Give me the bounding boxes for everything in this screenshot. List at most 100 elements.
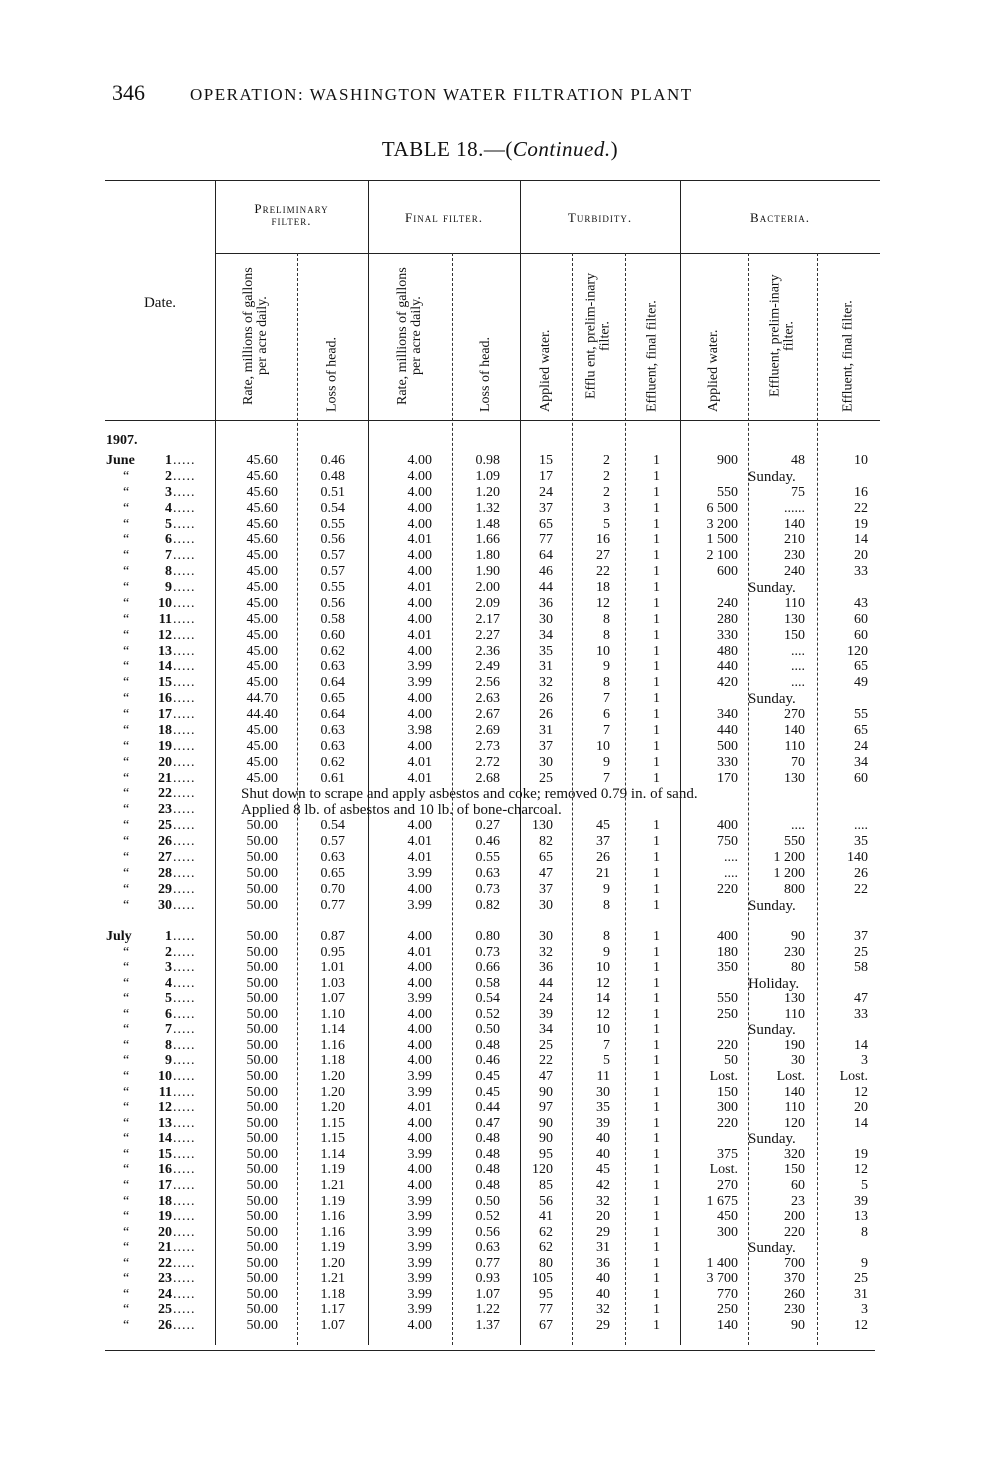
table-cell: 31 [596,1240,610,1256]
table-cell: 39 [539,1006,553,1022]
table-cell: 1.16 [320,1224,346,1240]
table-cell: 0.52 [475,1006,501,1022]
table-cell: 105 [532,1271,553,1287]
table-cell: 0.56 [475,1224,501,1240]
ditto-mark: “ [123,643,130,659]
table-cell: 3 [603,500,610,516]
table-cell: 1 [653,1100,660,1116]
table-cell: 1.20 [320,1100,346,1116]
table-cell: 1.17 [320,1302,346,1318]
table-cell: 1 [653,944,660,960]
table-cell: 4.00 [407,564,433,580]
table-cell: 1 [653,643,660,659]
group-header-rule [215,253,880,254]
table-cell: 16 [854,484,868,500]
day-label: 6 [165,532,172,548]
table-cell: 230 [784,944,805,960]
table-cell: 65 [854,722,868,738]
table-cell: 30 [539,897,553,913]
table-cell: 1.66 [475,532,501,548]
day-label: 25 [158,818,172,834]
table-cell: 0.48 [320,468,346,484]
leader-dots: ..... [173,1193,196,1209]
leader-dots: ..... [173,1318,196,1333]
table-cell: 47 [854,991,868,1007]
day-label: 7 [165,1022,172,1038]
table-cell: 50.00 [246,944,279,960]
ditto-mark: “ [123,595,130,611]
table-cell: 1.22 [475,1302,501,1318]
day-label: 21 [158,770,172,786]
table-cell: 3.99 [407,1069,433,1085]
table-cell: 4.00 [407,453,433,468]
table-cell: 2.69 [475,722,501,738]
table-cell: 35 [539,643,553,659]
leader-dots: ..... [173,944,196,960]
table-cell: 1 [653,627,660,643]
table-cell: 45.00 [246,722,279,738]
leader-dots: ..... [173,1162,196,1178]
table-cell: 4.00 [407,1162,433,1178]
column-divider [452,253,453,1345]
table-cell: 42 [596,1177,610,1193]
table-cell: 34 [539,627,553,643]
table-cell: 2.09 [475,595,501,611]
table-cell: 50.00 [246,1302,279,1318]
table-cell: 140 [784,516,805,532]
ditto-mark: “ [123,786,130,802]
leader-dots: ..... [173,691,196,707]
table-cell: 47 [539,865,553,881]
table-cell: 1.20 [475,484,501,500]
table-cell: 12 [596,975,610,991]
table-cell: 4.00 [407,468,433,484]
table-cell: 10 [596,960,610,976]
ditto-mark: “ [123,1286,130,1302]
table-cell: 4.00 [407,738,433,754]
table-cell: 67 [539,1318,553,1333]
table-cell: 370 [784,1271,805,1287]
table-cell: 2.63 [475,691,501,707]
table-cell: 19 [854,1146,868,1162]
table-cell: 50.00 [246,1271,279,1287]
day-label: 8 [165,1037,172,1053]
ditto-mark: “ [123,1006,130,1022]
ditto-mark: “ [123,738,130,754]
table-cell: 44.40 [246,707,279,723]
table-cell: 36 [596,1255,610,1271]
table-cell: 14 [596,991,610,1007]
table-cell: 4.00 [407,500,433,516]
table-cell: 0.44 [475,1100,501,1116]
table-cell: 4.00 [407,1115,433,1131]
column-header: Rate, millions of gallons per acre daily… [241,267,270,405]
ditto-mark: “ [123,1318,130,1333]
table-cell: 50.00 [246,834,279,850]
table-cell: 350 [717,960,738,976]
table-cell: 4.00 [407,1053,433,1069]
table-cell: 50.00 [246,1053,279,1069]
ditto-mark: “ [123,1084,130,1100]
table-cell: 220 [717,1115,738,1131]
day-label: 26 [158,834,172,850]
table-cell: 50.00 [246,1146,279,1162]
table-cell: 1.37 [475,1318,501,1333]
table-cell: 3 [861,1302,868,1318]
leader-dots: ..... [173,1240,196,1256]
table-cell: 450 [717,1209,738,1225]
table-cell: 250 [717,1302,738,1318]
ditto-mark: “ [123,1037,130,1053]
table-cell: 1.90 [475,564,501,580]
table-cell: 1 [653,659,660,675]
table-cell: 50.00 [246,1177,279,1193]
table-cell: 4.01 [407,532,433,548]
group-header: Preliminary filter. [254,201,329,228]
table-cell: 0.48 [475,1177,501,1193]
table-cell: 500 [717,738,738,754]
table-cell: 7 [603,770,610,786]
table-cell: 50.00 [246,1006,279,1022]
table-cell: 1.10 [320,1006,346,1022]
table-cell: 12 [854,1084,868,1100]
day-label: 10 [158,1069,172,1085]
day-label: 9 [165,580,172,596]
ditto-mark: “ [123,1115,130,1131]
day-label: 15 [158,675,172,691]
